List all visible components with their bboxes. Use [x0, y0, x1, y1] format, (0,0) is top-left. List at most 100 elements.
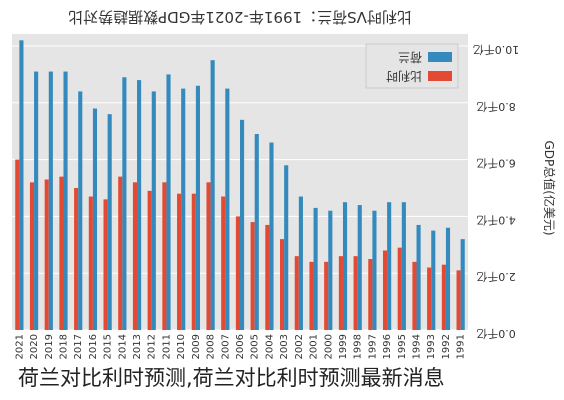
bar-netherlands-2016 — [92, 108, 98, 330]
legend-label-belgium: 比利时 — [386, 69, 422, 83]
bar-netherlands-2012 — [151, 91, 156, 330]
bar-netherlands-2003 — [284, 165, 289, 330]
bar-belgium-2012 — [147, 190, 152, 330]
bar-netherlands-2013 — [137, 80, 142, 330]
bar-netherlands-1998 — [357, 205, 362, 330]
x-tick-label: 2009 — [191, 334, 202, 359]
bar-belgium-2004 — [265, 224, 270, 330]
bar-belgium-2014 — [118, 176, 123, 330]
bar-netherlands-2008 — [210, 60, 215, 330]
bar-belgium-1994 — [412, 261, 417, 330]
bar-belgium-2021 — [15, 159, 20, 330]
bar-netherlands-2006 — [240, 119, 245, 330]
x-tick-label: 2010 — [176, 334, 187, 359]
x-tick-label: 2015 — [103, 334, 114, 359]
x-tick-label: 2008 — [206, 334, 217, 359]
bar-netherlands-1991 — [460, 239, 465, 330]
bar-belgium-1993 — [427, 267, 432, 330]
bar-belgium-2016 — [88, 196, 93, 330]
x-tick-label: 2003 — [279, 334, 290, 359]
bar-belgium-1995 — [397, 247, 402, 330]
bar-belgium-2009 — [191, 193, 196, 330]
x-tick-label: 2016 — [88, 334, 99, 359]
y-tick-label: 10.0千亿 — [473, 43, 520, 56]
legend: 比利时 荷兰 — [365, 43, 459, 89]
x-tick-label: 2017 — [73, 334, 84, 359]
bar-netherlands-2000 — [328, 210, 333, 330]
bar-netherlands-2002 — [298, 196, 303, 330]
bar-belgium-1999 — [338, 256, 343, 330]
x-tick-label: 1996 — [382, 334, 393, 359]
x-tick-label: 2011 — [161, 334, 172, 359]
bar-belgium-2017 — [74, 188, 79, 330]
bar-netherlands-2017 — [78, 91, 83, 330]
bar-netherlands-2014 — [122, 77, 127, 331]
bar-netherlands-1992 — [445, 227, 451, 330]
bar-belgium-2001 — [309, 261, 314, 330]
bar-netherlands-2010 — [181, 88, 186, 330]
bar-netherlands-2021 — [19, 40, 24, 330]
x-tick-label: 2005 — [250, 334, 261, 359]
bar-belgium-2006 — [235, 216, 240, 330]
legend-swatch-netherlands — [428, 52, 452, 62]
legend-swatch-belgium — [428, 71, 452, 81]
x-tick-label: 2001 — [309, 334, 320, 359]
x-tick-label: 2012 — [147, 334, 158, 359]
x-tick-label: 2002 — [294, 334, 305, 359]
x-tick-label: 1992 — [441, 334, 452, 359]
y-tick-label: 2.0千亿 — [476, 270, 516, 283]
x-tick-label: 1993 — [426, 334, 437, 359]
y-axis-label: GDP总值(亿美元) — [542, 140, 557, 235]
x-tick-label: 2019 — [44, 334, 55, 359]
bar-netherlands-1994 — [416, 224, 421, 330]
x-tick-label: 2021 — [14, 334, 25, 359]
bar-netherlands-1996 — [387, 202, 392, 330]
bar-belgium-1998 — [353, 256, 358, 330]
x-tick-label: 2006 — [235, 334, 246, 359]
x-tick-label: 2014 — [117, 334, 128, 359]
bar-belgium-2011 — [162, 182, 167, 330]
bar-netherlands-2015 — [107, 114, 112, 330]
chart-title: 比利时VS荷兰：1991年-2021年GDP数据趋势对比 — [68, 8, 412, 26]
x-tick-label: 1999 — [338, 334, 349, 359]
x-tick-label: 2020 — [29, 334, 40, 359]
bar-belgium-2000 — [324, 261, 329, 330]
bar-netherlands-2020 — [34, 71, 39, 330]
y-tick-label: 0.0千亿 — [476, 327, 516, 340]
bar-netherlands-2019 — [48, 71, 53, 330]
x-tick-label: 1994 — [412, 334, 423, 359]
bar-netherlands-2011 — [166, 74, 171, 331]
caption-text: 荷兰对比利时预测,荷兰对比利时预测最新消息 — [18, 366, 445, 390]
bar-belgium-2020 — [29, 182, 35, 330]
bar-belgium-1996 — [382, 250, 388, 330]
x-tick-label: 1991 — [456, 334, 467, 359]
bar-belgium-1991 — [456, 270, 461, 330]
bar-belgium-2005 — [250, 222, 255, 330]
x-tick-label: 2004 — [264, 334, 275, 359]
bar-belgium-2015 — [103, 199, 108, 330]
x-tick-label: 2000 — [323, 334, 334, 359]
y-tick-label: 8.0千亿 — [476, 100, 516, 113]
bar-netherlands-2004 — [269, 142, 274, 330]
bar-belgium-2013 — [132, 182, 138, 330]
bar-belgium-2003 — [280, 239, 285, 330]
x-tick-label: 1997 — [367, 334, 378, 359]
bar-netherlands-1993 — [431, 230, 436, 330]
x-tick-label: 2007 — [220, 334, 231, 359]
bar-belgium-2019 — [44, 179, 49, 330]
bar-netherlands-1999 — [342, 202, 348, 330]
bar-netherlands-1997 — [372, 210, 377, 330]
bar-netherlands-2005 — [254, 134, 259, 330]
legend-label-netherlands: 荷兰 — [398, 50, 422, 64]
bar-netherlands-2018 — [63, 71, 68, 330]
bar-netherlands-1995 — [401, 202, 406, 330]
y-tick-label: 6.0千亿 — [476, 157, 516, 170]
bar-belgium-2007 — [221, 196, 226, 330]
bar-belgium-2002 — [294, 256, 299, 330]
bar-netherlands-2009 — [195, 85, 200, 330]
bar-belgium-2008 — [206, 182, 211, 330]
x-tick-label: 1998 — [353, 334, 364, 359]
bar-belgium-2010 — [177, 193, 182, 330]
bar-netherlands-2007 — [225, 88, 230, 330]
x-tick-label: 2018 — [58, 334, 69, 359]
